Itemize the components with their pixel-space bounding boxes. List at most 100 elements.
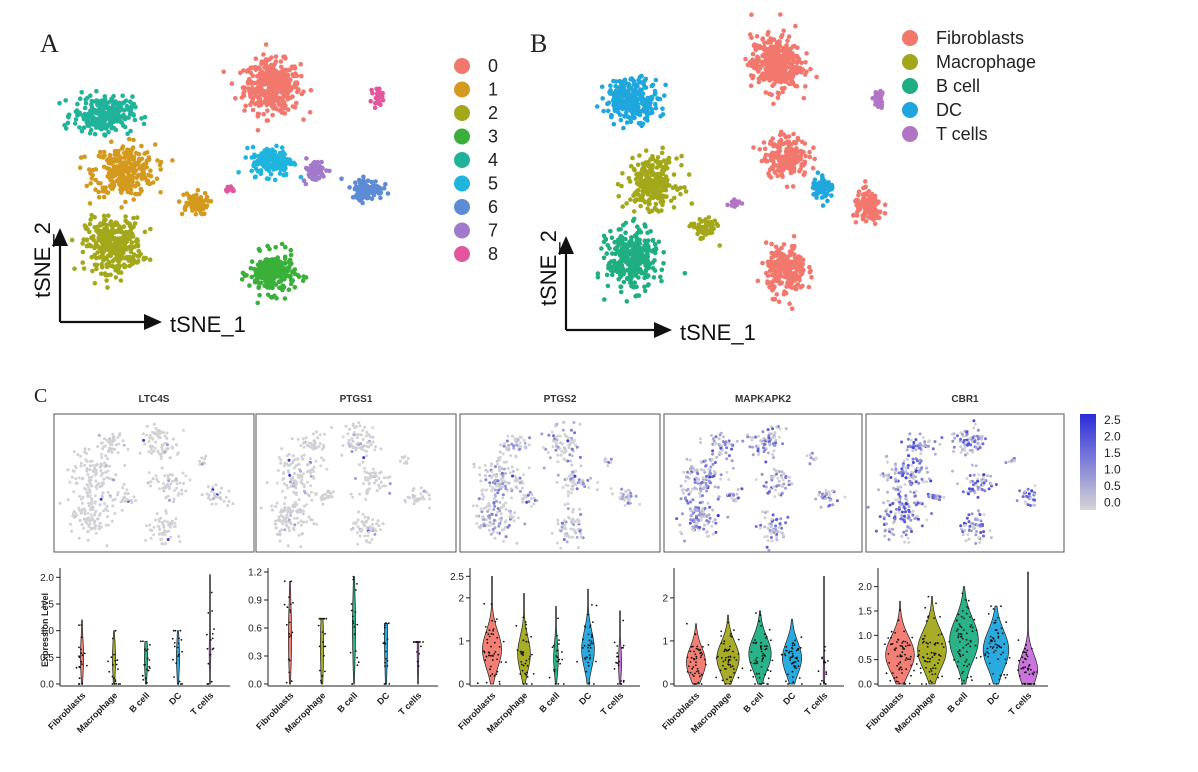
legend-label: 7 bbox=[488, 221, 498, 241]
feature-point bbox=[377, 524, 381, 528]
point bbox=[776, 158, 782, 164]
feature-point bbox=[180, 488, 184, 492]
point bbox=[103, 189, 109, 194]
point bbox=[632, 261, 637, 266]
point bbox=[599, 84, 605, 90]
point bbox=[627, 179, 633, 184]
feature-point bbox=[120, 508, 124, 512]
feature-point bbox=[170, 522, 173, 526]
point bbox=[290, 278, 296, 283]
point bbox=[658, 114, 663, 119]
point bbox=[615, 268, 621, 274]
point bbox=[757, 147, 762, 152]
feature-point bbox=[116, 451, 120, 455]
feature-point bbox=[122, 482, 126, 486]
feature-point bbox=[386, 476, 390, 480]
point bbox=[253, 174, 258, 179]
point bbox=[240, 270, 246, 276]
point bbox=[628, 119, 634, 125]
point bbox=[122, 264, 127, 270]
point bbox=[97, 118, 102, 123]
point bbox=[631, 82, 637, 87]
point bbox=[106, 129, 111, 135]
cluster-6 bbox=[236, 143, 304, 183]
feature-point bbox=[292, 466, 296, 470]
point bbox=[651, 247, 657, 253]
feature-point bbox=[411, 493, 415, 497]
point bbox=[772, 269, 777, 275]
point bbox=[748, 73, 754, 78]
feature-point bbox=[358, 424, 362, 428]
point bbox=[725, 202, 730, 208]
feature-point bbox=[284, 520, 288, 524]
point bbox=[204, 204, 209, 210]
cluster-5 bbox=[687, 215, 722, 248]
point bbox=[781, 157, 786, 162]
cluster-6 bbox=[595, 216, 688, 304]
point bbox=[610, 251, 615, 256]
point bbox=[605, 243, 610, 248]
feature-point bbox=[365, 449, 369, 453]
point bbox=[643, 98, 649, 103]
point bbox=[267, 86, 273, 92]
point bbox=[641, 259, 647, 264]
feature-point bbox=[299, 444, 303, 447]
point bbox=[179, 211, 185, 217]
feature-point bbox=[366, 534, 370, 538]
point bbox=[763, 159, 769, 164]
feature-point bbox=[99, 463, 103, 467]
feature-plot-title: PTGS1 bbox=[340, 394, 373, 405]
point bbox=[121, 100, 127, 105]
point bbox=[657, 190, 662, 196]
point bbox=[378, 195, 383, 201]
point bbox=[120, 249, 126, 254]
point bbox=[118, 270, 124, 275]
feature-point bbox=[428, 497, 432, 501]
feature-point bbox=[322, 445, 326, 449]
point bbox=[617, 85, 622, 91]
point bbox=[623, 104, 629, 110]
point bbox=[635, 238, 640, 243]
feature-point bbox=[347, 438, 351, 442]
feature-point bbox=[90, 500, 94, 504]
point bbox=[789, 142, 794, 147]
point bbox=[647, 209, 652, 215]
feature-point bbox=[296, 457, 300, 461]
feature-point bbox=[156, 433, 160, 437]
point bbox=[91, 234, 96, 239]
point bbox=[653, 178, 658, 183]
point bbox=[624, 120, 630, 125]
point bbox=[271, 74, 277, 79]
feature-point bbox=[285, 454, 289, 458]
point bbox=[631, 209, 637, 214]
feature-point bbox=[363, 466, 367, 470]
feature-point bbox=[163, 474, 167, 478]
point bbox=[289, 269, 295, 275]
feature-point bbox=[289, 514, 293, 517]
point bbox=[101, 149, 107, 155]
cluster-1 bbox=[751, 129, 817, 190]
point bbox=[181, 192, 186, 198]
point bbox=[75, 101, 80, 107]
x-axis-arrow bbox=[654, 322, 672, 338]
point bbox=[779, 251, 785, 257]
point bbox=[768, 153, 774, 159]
feature-point bbox=[406, 495, 410, 499]
feature-point bbox=[86, 485, 90, 489]
point bbox=[671, 172, 677, 177]
feature-point bbox=[71, 469, 75, 473]
feature-point bbox=[132, 495, 136, 499]
point bbox=[100, 155, 106, 160]
point bbox=[316, 175, 321, 181]
point bbox=[264, 160, 270, 166]
point bbox=[628, 163, 634, 169]
feature-point bbox=[198, 459, 202, 463]
feature-point bbox=[151, 437, 155, 441]
point bbox=[775, 43, 781, 49]
point bbox=[877, 97, 883, 103]
feature-point bbox=[169, 482, 173, 486]
point bbox=[793, 270, 798, 275]
point bbox=[775, 90, 781, 96]
feature-point bbox=[162, 431, 165, 434]
point bbox=[257, 292, 262, 298]
